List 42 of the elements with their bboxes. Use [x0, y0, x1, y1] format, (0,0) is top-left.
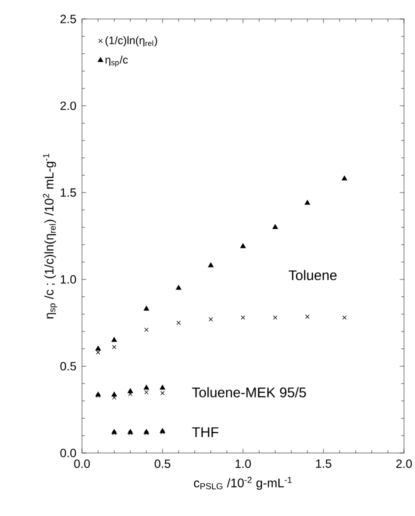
y-axis-title: η$_{sp}$ /c ; (1/c)ln(η$_{rel}$) /10$^{2}$ mL-g$^{-1}$: [42, 154, 58, 319]
point: [128, 388, 134, 394]
point: [240, 243, 246, 248]
y-tick-label: 0.5: [60, 362, 76, 370]
point: [176, 320, 181, 325]
x-axis-title: c$_{PSLG}$ /10$^{-2}$ g-mL$^{-1}$: [194, 476, 292, 490]
point: [160, 384, 166, 390]
point: [208, 262, 214, 268]
point: [304, 200, 310, 205]
point: [240, 315, 246, 320]
point: [144, 390, 149, 394]
point: [111, 392, 117, 397]
annotation: Toluene-MEK 95/5: [192, 387, 306, 398]
annotation: Toluene: [288, 270, 337, 280]
point: [208, 317, 213, 322]
legend-label: (1/c)ln(η$_{rel}$): [106, 36, 158, 46]
legend-label: η$_{sp}$/c: [105, 56, 128, 67]
point: [342, 315, 347, 320]
y-tick-label: 2.0: [60, 102, 76, 110]
annotation: THF: [192, 427, 218, 437]
y-tick-label: 2.5: [60, 14, 76, 24]
point: [342, 176, 348, 180]
point: [273, 315, 278, 320]
point: [144, 306, 150, 311]
x-tick-label: 1.5: [316, 460, 332, 468]
x-tick-label: 1.0: [236, 460, 251, 468]
point: [96, 350, 100, 354]
point: [160, 390, 165, 396]
x-tick-label: 2.0: [396, 460, 412, 468]
point: [144, 328, 149, 332]
point: [95, 346, 101, 351]
y-tick-label: 0.0: [60, 448, 76, 458]
point: [111, 337, 117, 342]
y-tick-label: 1.5: [60, 188, 76, 197]
point: [176, 284, 182, 290]
point: [305, 314, 310, 319]
x-tick-label: 0.5: [154, 460, 170, 468]
point: [112, 344, 116, 350]
point: [144, 384, 150, 390]
y-tick-label: 1.0: [60, 275, 76, 284]
x-tick-label: 0.0: [74, 460, 90, 468]
point: [272, 224, 278, 230]
